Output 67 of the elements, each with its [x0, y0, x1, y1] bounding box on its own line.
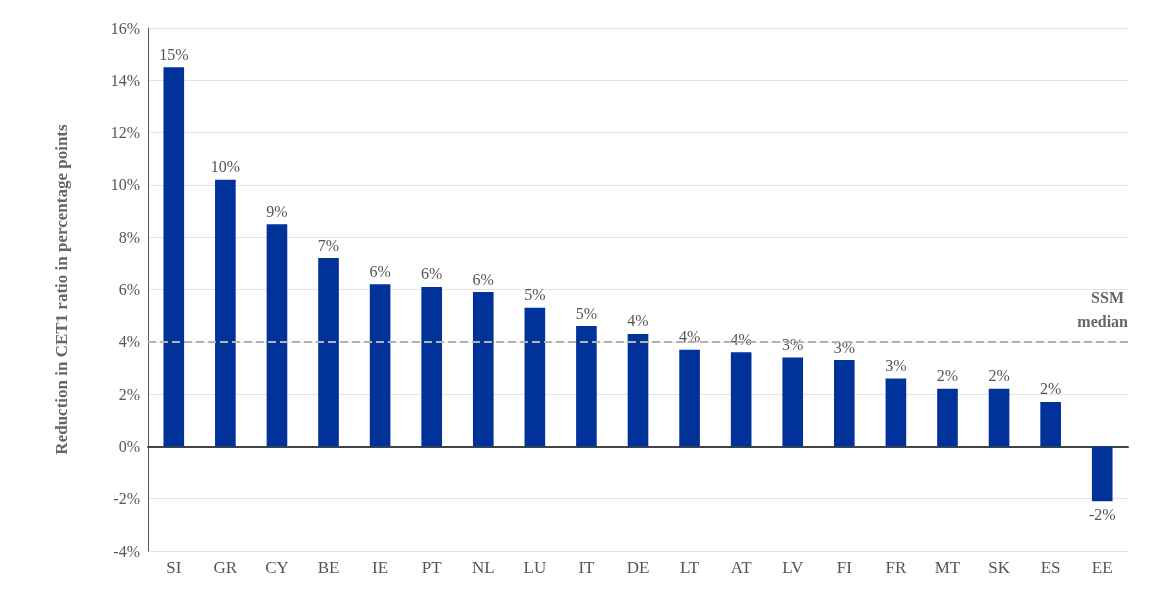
x-tick-label: DE — [626, 558, 650, 577]
bar — [1091, 446, 1113, 502]
ref-line-label: SSM median — [1077, 289, 1129, 331]
x-tick-label: SI — [166, 558, 182, 577]
bar — [627, 333, 649, 447]
x-tick-label: BE — [317, 558, 340, 577]
bar — [782, 357, 804, 447]
bar — [937, 388, 958, 447]
data-label: -2% — [1088, 505, 1116, 523]
y-tick-label: 10% — [110, 176, 140, 194]
y-tick-label: 14% — [110, 71, 140, 89]
bar — [885, 378, 907, 447]
data-label: 4% — [678, 328, 701, 346]
x-tick-label: LU — [523, 558, 547, 577]
bar — [163, 67, 185, 447]
data-label: 15% — [159, 45, 189, 63]
bar — [266, 224, 288, 447]
y-tick-label: 4% — [118, 333, 140, 351]
y-axis-title: Reduction in CET1 ratio in percentage points — [51, 123, 71, 455]
x-tick-label: LT — [679, 558, 700, 577]
data-label: 5% — [575, 304, 598, 322]
data-label: 5% — [524, 286, 546, 304]
bar — [679, 349, 700, 447]
x-tick-label: EE — [1091, 558, 1113, 577]
bar — [576, 326, 597, 447]
y-tick-label: -4% — [113, 542, 140, 560]
data-label: 2% — [936, 367, 959, 385]
x-tick-label: FR — [885, 558, 907, 577]
data-label: 6% — [369, 262, 391, 280]
bar — [369, 284, 391, 447]
x-tick-label: ES — [1040, 558, 1061, 577]
x-tick-label: IT — [578, 558, 596, 577]
y-tick-label: 0% — [118, 437, 140, 455]
data-label: 2% — [988, 367, 1010, 385]
bar — [524, 307, 546, 447]
data-label: 9% — [266, 202, 288, 220]
bar — [215, 179, 236, 447]
y-tick-label: 2% — [118, 385, 140, 403]
bar — [472, 292, 494, 447]
data-label: 6% — [421, 265, 443, 283]
x-tick-label: GR — [213, 558, 238, 577]
bar — [421, 286, 442, 447]
data-label: 7% — [317, 236, 340, 254]
data-label: 2% — [1039, 380, 1062, 398]
x-tick-label: LV — [782, 558, 805, 577]
bar — [318, 258, 339, 447]
x-tick-label: AT — [730, 558, 753, 577]
x-tick-label: IE — [372, 558, 389, 577]
bar — [834, 360, 855, 447]
y-tick-label: 8% — [118, 228, 140, 246]
x-tick-label: NL — [471, 558, 495, 577]
x-tick-label: CY — [265, 558, 289, 577]
y-tick-label: 6% — [118, 281, 140, 298]
y-tick-label: -2% — [113, 490, 140, 508]
bar — [1040, 401, 1061, 447]
data-label: 10% — [210, 158, 241, 176]
y-tick-label: 12% — [110, 124, 140, 142]
x-tick-label: SK — [988, 558, 1011, 577]
bar — [988, 388, 1010, 447]
data-label: 6% — [472, 270, 494, 288]
data-label: 4% — [627, 312, 649, 330]
data-label: 3% — [885, 356, 907, 374]
x-tick-label: PT — [421, 558, 443, 577]
bar — [730, 352, 752, 447]
x-tick-label: FI — [836, 558, 853, 577]
x-tick-label: MT — [934, 558, 961, 577]
y-tick-label: 16% — [110, 19, 140, 37]
